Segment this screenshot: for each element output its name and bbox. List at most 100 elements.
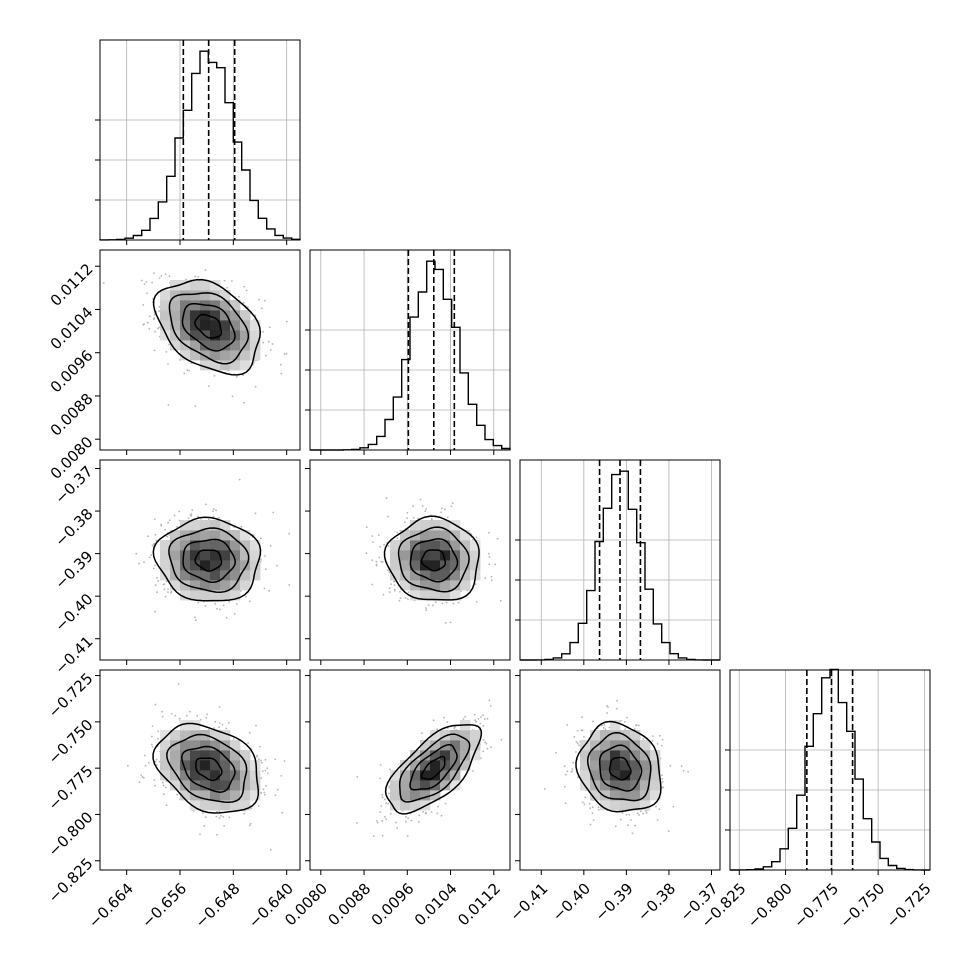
density-cell	[410, 550, 421, 561]
density-cell	[250, 340, 261, 351]
density-cell	[620, 800, 631, 811]
scatter-point	[444, 508, 446, 511]
scatter-point	[379, 764, 382, 766]
scatter-point	[150, 735, 153, 738]
panel-frame	[309, 249, 511, 451]
scatter-point	[588, 802, 591, 805]
density-cell	[220, 290, 231, 301]
scatter-point	[283, 353, 286, 355]
scatter-point	[404, 597, 407, 599]
scatter-point	[263, 299, 266, 302]
density-cell	[250, 560, 261, 571]
scatter-point	[575, 740, 578, 743]
pair-panel-2-1	[305, 459, 511, 665]
scatter-point	[190, 513, 193, 515]
scatter-point	[667, 830, 670, 832]
scatter-point	[138, 562, 140, 565]
density-cell	[640, 760, 651, 771]
density-cell	[440, 750, 451, 761]
density-cell	[180, 580, 191, 591]
density-cell	[200, 750, 211, 761]
density-cell	[430, 520, 441, 531]
density-cell	[220, 790, 231, 801]
scatter-point	[449, 621, 452, 624]
density-cell	[630, 760, 641, 771]
scatter-point	[434, 601, 437, 603]
scatter-point	[288, 584, 291, 586]
scatter-point	[597, 806, 600, 809]
scatter-point	[389, 812, 392, 815]
scatter-point	[635, 724, 637, 727]
density-cell	[170, 310, 181, 321]
scatter-point	[583, 736, 585, 738]
scatter-point	[383, 798, 386, 801]
y-tick-label-2-3: −0.38	[51, 505, 96, 550]
density-cell	[230, 590, 241, 601]
density-cell	[180, 770, 191, 781]
scatter-point	[154, 564, 156, 567]
scatter-point	[231, 395, 234, 398]
density-cell	[640, 780, 651, 791]
scatter-point	[154, 533, 157, 536]
scatter-point	[285, 320, 288, 323]
scatter-point	[167, 521, 170, 524]
scatter-point	[168, 519, 171, 522]
scatter-point	[264, 555, 266, 557]
scatter-point	[154, 784, 156, 787]
scatter-point	[142, 304, 145, 306]
density-cell	[410, 520, 421, 531]
scatter-point	[260, 759, 262, 762]
density-cell	[450, 750, 461, 761]
hist-panel-3	[725, 668, 931, 875]
density-cell	[190, 560, 201, 571]
scatter-point	[578, 744, 580, 747]
scatter-point	[165, 804, 168, 807]
density-cell	[160, 740, 171, 751]
scatter-point	[380, 560, 383, 563]
scatter-point	[188, 369, 190, 372]
scatter-point	[156, 591, 158, 594]
density-cell	[630, 800, 641, 811]
scatter-point	[259, 537, 262, 540]
density-cell	[600, 790, 611, 801]
density-cell	[420, 760, 431, 771]
density-cell	[190, 740, 201, 751]
density-cell	[190, 340, 201, 351]
density-cell	[640, 800, 651, 811]
scatter-point	[191, 509, 194, 511]
scatter-point	[658, 734, 661, 737]
scatter-point	[260, 792, 262, 794]
scatter-point	[243, 285, 246, 288]
density-cell	[170, 760, 181, 771]
density-cell	[600, 780, 611, 791]
density-cell	[440, 780, 451, 791]
density-cell	[450, 740, 461, 751]
density-cell	[460, 570, 471, 581]
density-cell	[240, 330, 251, 341]
y-tick-label-1-4: 0.0112	[47, 260, 97, 310]
scatter-point	[628, 813, 631, 816]
density-cell	[390, 540, 401, 551]
density-cell	[230, 310, 241, 321]
scatter-point	[604, 728, 607, 731]
scatter-point	[482, 739, 485, 741]
scatter-point	[248, 600, 251, 603]
scatter-point	[388, 591, 391, 594]
scatter-point	[388, 787, 391, 789]
density-cell	[200, 760, 211, 771]
density-cell	[230, 750, 241, 761]
density-cell	[420, 590, 431, 601]
scatter-point	[168, 275, 171, 278]
scatter-point	[280, 775, 283, 777]
density-cell	[240, 540, 251, 551]
density-cell	[220, 800, 231, 811]
density-cell	[460, 740, 471, 751]
scatter-point	[372, 541, 374, 543]
scatter-point	[407, 817, 409, 820]
density-cell	[220, 530, 231, 541]
scatter-point	[154, 330, 156, 333]
scatter-point	[153, 314, 156, 316]
scatter-point	[405, 816, 407, 818]
scatter-point	[162, 793, 165, 796]
density-cell	[210, 740, 221, 751]
